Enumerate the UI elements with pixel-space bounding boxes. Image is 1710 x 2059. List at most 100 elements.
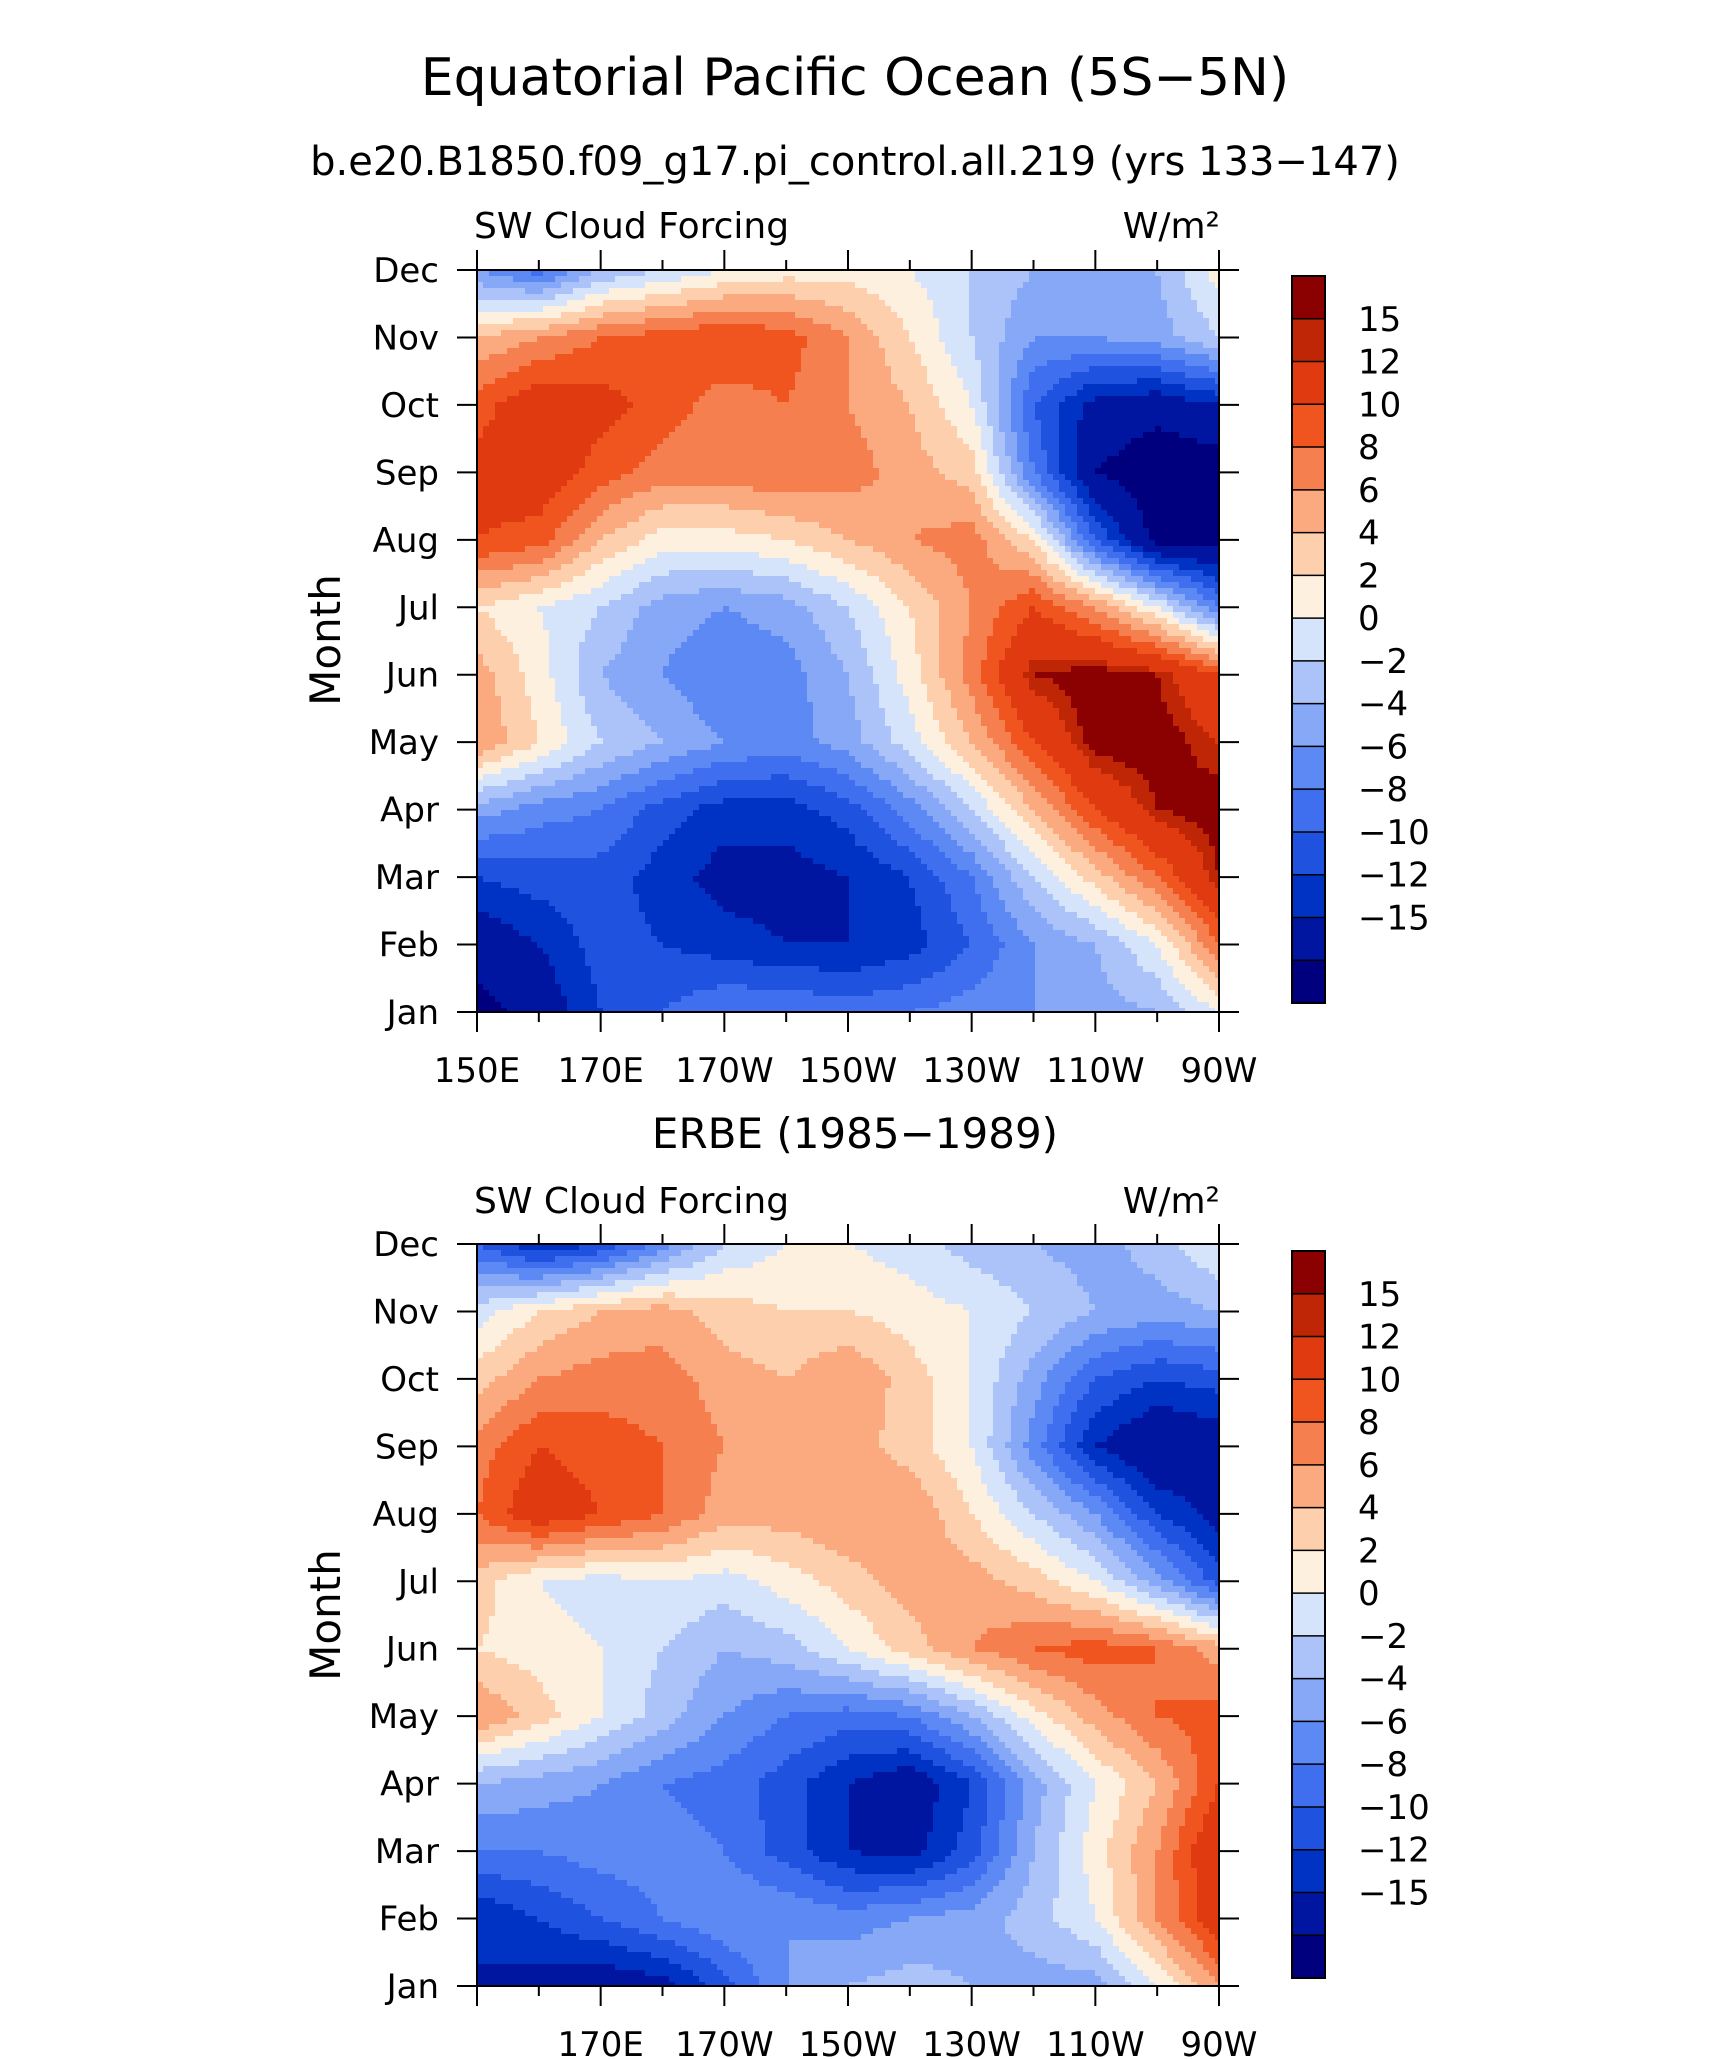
field-cell [765,420,772,427]
field-cell [489,426,496,433]
field-cell [1101,402,1108,409]
field-cell [1203,456,1210,463]
field-cell [783,462,790,469]
field-cell [1071,270,1078,277]
field-cell [681,378,688,385]
field-cell [813,366,820,373]
field-cell [1191,480,1198,487]
field-cell [795,300,802,307]
field-cell [963,480,970,487]
field-cell [1035,330,1042,337]
field-cell [1029,318,1036,325]
field-cell [1089,330,1096,337]
field-cell [1155,288,1162,295]
field-cell [807,414,814,421]
field-cell [1083,336,1090,343]
field-cell [867,360,874,367]
field-cell [879,324,886,331]
field-cell [729,384,736,391]
field-cell [543,324,550,331]
field-cell [975,480,982,487]
field-cell [525,366,532,373]
field-cell [699,498,706,505]
field-cell [1131,462,1138,469]
field-cell [1137,492,1144,499]
field-cell [969,336,976,343]
field-cell [837,402,844,409]
field-cell [513,312,520,319]
field-cell [837,444,844,451]
field-cell [759,456,766,463]
field-cell [1083,378,1090,385]
field-cell [753,372,760,379]
field-cell [717,330,724,337]
field-cell [1107,396,1114,403]
field-cell [549,456,556,463]
field-cell [1161,366,1168,373]
field-cell [1017,342,1024,349]
field-cell [555,432,562,439]
field-cell [909,288,916,295]
field-cell [747,324,754,331]
field-cell [1143,312,1150,319]
field-cell [927,468,934,475]
field-cell [1179,288,1186,295]
field-cell [825,288,832,295]
field-cell [657,426,664,433]
field-cell [711,420,718,427]
field-cell [783,336,790,343]
field-cell [927,390,934,397]
field-cell [501,402,508,409]
field-cell [609,390,616,397]
field-cell [1047,318,1054,325]
field-cell [1083,276,1090,283]
field-cell [507,486,514,493]
field-cell [603,498,610,505]
field-cell [1191,468,1198,475]
field-cell [1149,456,1156,463]
field-cell [555,504,562,511]
field-cell [969,474,976,481]
field-cell [1209,360,1216,367]
field-cell [657,474,664,481]
field-cell [681,396,688,403]
field-cell [555,414,562,421]
field-cell [1197,294,1204,301]
field-cell [1011,414,1018,421]
field-cell [885,498,892,505]
field-cell [603,486,610,493]
field-cell [1059,336,1066,343]
field-cell [1149,336,1156,343]
field-cell [825,282,832,289]
field-cell [1107,360,1114,367]
field-cell [789,312,796,319]
field-cell [639,396,646,403]
field-cell [843,288,850,295]
field-cell [1173,288,1180,295]
field-cell [591,438,598,445]
field-cell [909,348,916,355]
field-cell [1137,462,1144,469]
field-cell [1191,372,1198,379]
field-cell [585,390,592,397]
panel-model: SW Cloud Forcing W/m² Month JanFebMarApr… [301,206,1430,1091]
field-cell [597,360,604,367]
field-cell [759,402,766,409]
field-cell [831,462,838,469]
field-cell [477,432,484,439]
field-cell [837,414,844,421]
field-cell [1089,378,1096,385]
field-cell [981,384,988,391]
field-cell [1077,426,1084,433]
field-cell [675,396,682,403]
field-cell [513,378,520,385]
field-cell [639,306,646,313]
field-cell [717,444,724,451]
field-cell [729,372,736,379]
field-cell [891,432,898,439]
field-cell [999,354,1006,361]
field-cell [975,306,982,313]
field-cell [1143,444,1150,451]
field-cell [1065,414,1072,421]
field-cell [627,408,634,415]
